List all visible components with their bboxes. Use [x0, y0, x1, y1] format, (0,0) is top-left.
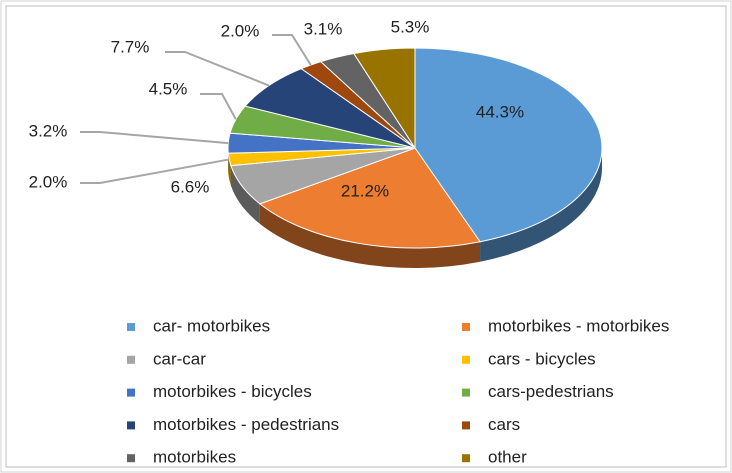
data-label: 2.0% — [221, 21, 260, 40]
legend-swatch — [462, 454, 470, 463]
leader-line — [80, 131, 229, 145]
legend-swatch — [462, 421, 470, 430]
leader-line — [80, 158, 230, 184]
slice — [258, 147, 481, 249]
legend-swatch — [127, 355, 135, 364]
legend-label: motorbikes — [153, 448, 236, 467]
data-label: 2.0% — [29, 172, 68, 191]
legend-label: cars - bicycles — [488, 349, 596, 368]
leader-line — [165, 51, 270, 87]
legend-label: motorbikes - pedestrians — [153, 415, 339, 434]
slice-side — [259, 203, 481, 268]
data-label: 5.3% — [391, 17, 430, 36]
legend-label: car- motorbikes — [153, 316, 270, 335]
data-label: 44.3% — [476, 102, 524, 121]
legend-swatch — [127, 388, 135, 397]
data-label: 4.5% — [149, 79, 188, 98]
slice-side — [228, 153, 231, 186]
data-label: 3.1% — [304, 19, 343, 38]
data-label: 6.6% — [171, 177, 210, 196]
legend-label: other — [488, 448, 527, 467]
slice — [352, 47, 416, 150]
legend-swatch — [127, 421, 135, 430]
legend-swatch — [462, 323, 470, 331]
slice-side — [480, 148, 602, 262]
slice — [414, 47, 603, 243]
legend-label: cars — [488, 415, 520, 434]
data-label: 3.2% — [29, 121, 68, 140]
legend-label: motorbikes - motorbikes — [488, 316, 669, 335]
legend-label: cars-pedestrians — [488, 382, 614, 401]
legend-label: motorbikes - bicycles — [153, 382, 312, 401]
legend-swatch — [462, 388, 470, 397]
leader-line — [272, 34, 312, 66]
leader-line — [200, 93, 237, 120]
slice-side — [230, 165, 260, 224]
legend-swatch — [127, 323, 135, 331]
legend-swatch — [462, 355, 470, 364]
legend-swatch — [127, 454, 135, 463]
plot-border — [5, 5, 727, 468]
legend-label: car-car — [153, 349, 206, 368]
data-label: 21.2% — [341, 181, 389, 200]
data-label: 7.7% — [111, 37, 150, 56]
